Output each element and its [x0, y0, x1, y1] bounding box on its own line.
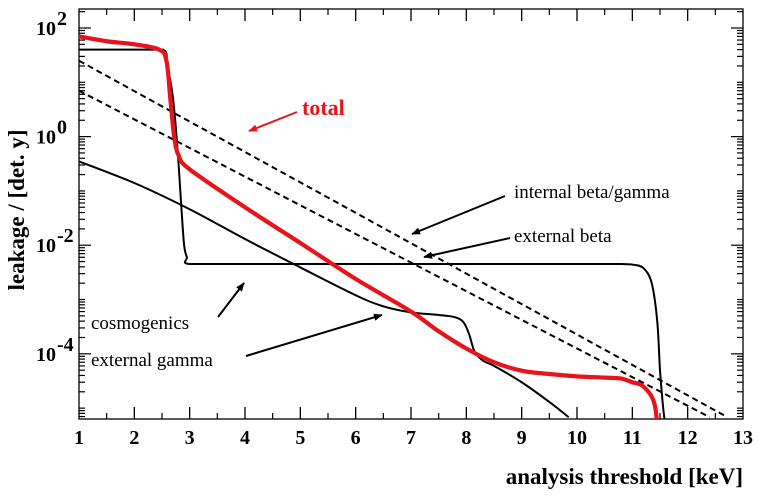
- y-tick-exponent: 2: [57, 8, 67, 30]
- x-tick-label: 3: [185, 427, 195, 449]
- annotation-layer: total internal beta/gamma external beta …: [91, 95, 670, 371]
- series-total-line: [79, 34, 659, 419]
- total-label: total: [302, 95, 345, 120]
- x-axis-title: analysis threshold [keV]: [506, 464, 743, 489]
- x-tick-label: 13: [733, 427, 753, 449]
- cosmogenics-arrow: [217, 282, 245, 318]
- x-tick-label: 10: [567, 427, 587, 449]
- x-tick-label: 8: [461, 427, 471, 449]
- x-tick-label: 9: [517, 427, 527, 449]
- external-beta-label: external beta: [514, 226, 612, 247]
- external-gamma-arrow: [245, 313, 383, 357]
- x-tick-label: 2: [129, 427, 139, 449]
- y-tick-exponent: 0: [57, 117, 67, 139]
- x-tick-label: 7: [406, 427, 416, 449]
- y-tick-label: 10: [36, 344, 56, 366]
- series-internal-beta-gamma-line: [79, 59, 728, 419]
- x-tick-label: 11: [623, 427, 642, 449]
- y-tick-label: 10: [36, 18, 56, 40]
- y-tick-label: 10: [36, 235, 56, 257]
- series-external-gamma-line: [79, 160, 570, 419]
- x-axis-ticks: 1 2 3 4 5 6 7 8 9 10 11 12 13: [74, 9, 753, 449]
- x-tick-label: 6: [351, 427, 361, 449]
- x-tick-label: 4: [240, 427, 250, 449]
- y-axis-title: leakage / [det. y]: [4, 130, 29, 291]
- external-gamma-label: external gamma: [91, 350, 213, 371]
- y-tick-exponent: -2: [57, 225, 74, 247]
- total-arrow: [248, 111, 298, 132]
- x-tick-label: 12: [678, 427, 698, 449]
- y-tick-exponent: -4: [57, 334, 74, 356]
- series-layer: [79, 34, 728, 419]
- series-cosmogenics-line: [79, 48, 666, 419]
- external-beta-arrow: [423, 237, 511, 259]
- internal-beta-gamma-label: internal beta/gamma: [514, 182, 670, 203]
- cosmogenics-label: cosmogenics: [91, 313, 189, 334]
- internal-beta-gamma-arrow: [411, 195, 506, 235]
- x-tick-label: 5: [295, 427, 305, 449]
- x-tick-label: 1: [74, 427, 84, 449]
- series-external-beta-line: [79, 89, 711, 419]
- y-tick-label: 10: [36, 127, 56, 149]
